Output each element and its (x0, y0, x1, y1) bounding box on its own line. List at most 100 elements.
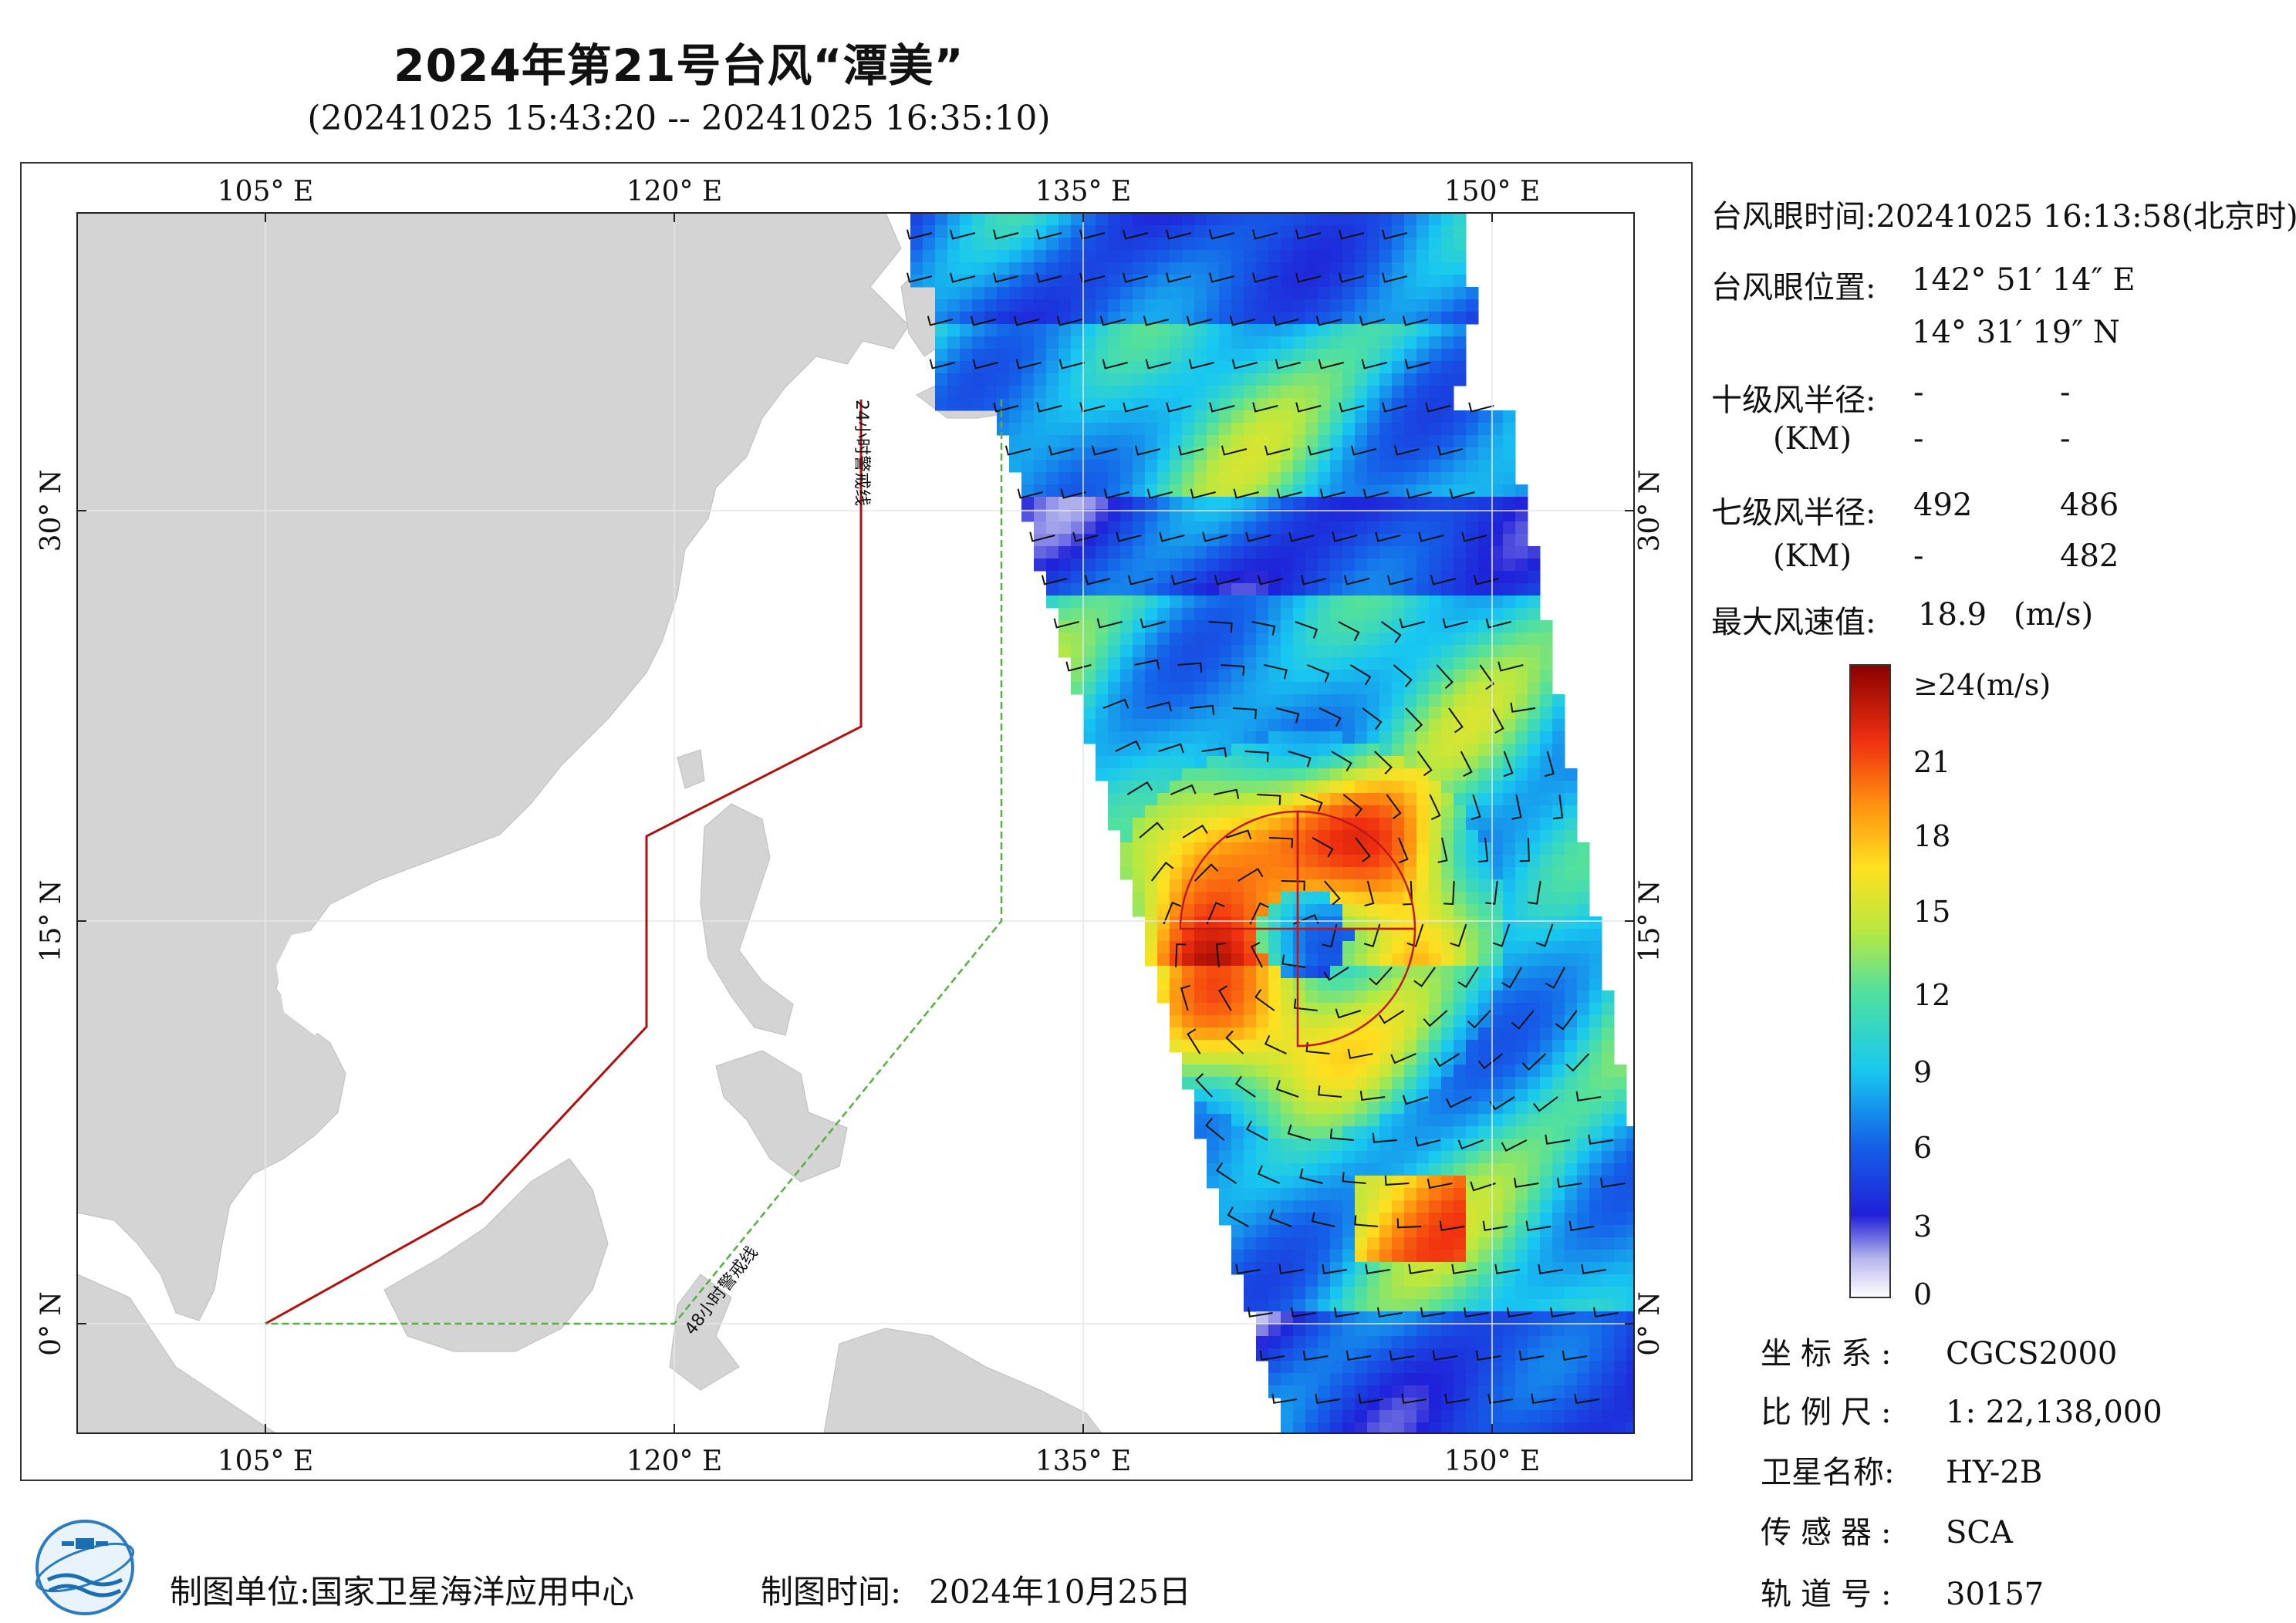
swath-cell (1515, 509, 1528, 522)
swath-cell (1503, 1373, 1516, 1386)
swath-cell (1503, 497, 1516, 510)
wind-barb (1359, 315, 1386, 326)
swath-cell (1342, 867, 1356, 880)
swath-cell (1441, 744, 1454, 757)
swath-cell (1108, 386, 1121, 399)
swath-cell (1404, 719, 1417, 732)
swath-cell (1281, 472, 1294, 485)
swath-cell (1120, 398, 1133, 411)
swath-cell (1305, 324, 1319, 337)
swath-cell (1244, 670, 1257, 683)
swath-cell (1429, 1299, 1442, 1312)
swath-cell (1305, 719, 1319, 732)
swath-cell (1268, 1027, 1281, 1041)
swath-cell (972, 312, 985, 325)
swath-cell (1145, 336, 1158, 349)
wind-barb (1369, 967, 1393, 986)
swath-cell (1441, 1250, 1454, 1263)
wind-barb (1295, 621, 1319, 639)
swath-cell (1503, 583, 1516, 596)
wind-barb (1140, 618, 1166, 629)
swath-cell (1342, 916, 1356, 930)
swath-cell (1552, 929, 1565, 942)
swath-cell (1503, 916, 1516, 930)
swath-cell (1219, 324, 1232, 337)
swath-cell (1589, 1361, 1602, 1374)
swath-cell (1207, 596, 1220, 609)
sensor-value: SCA (1946, 1515, 2013, 1550)
swath-cell (1194, 1102, 1207, 1115)
swath-cell (1515, 1274, 1528, 1287)
swath-cell (1194, 731, 1207, 744)
swath-cell (1416, 336, 1430, 349)
swath-cell (1355, 546, 1368, 559)
swath-cell (1157, 596, 1170, 609)
wind-barb (1182, 824, 1208, 838)
swath-cell (1182, 633, 1195, 646)
swath-cell (1219, 1089, 1232, 1102)
swath-cell (1577, 1114, 1590, 1127)
swath-cell (1367, 1114, 1380, 1127)
swath-cell (1330, 904, 1343, 917)
swath-cell (935, 238, 948, 251)
swath-cell (1552, 1410, 1565, 1423)
swath-cell (1367, 756, 1380, 769)
swath-cell (1071, 250, 1084, 263)
swath-cell (1392, 497, 1405, 510)
swath-cell (1046, 262, 1059, 275)
swath-cell (1466, 558, 1479, 572)
swath-cell (1392, 558, 1405, 572)
swath-cell (1145, 546, 1158, 559)
swath-cell (1305, 633, 1319, 646)
swath-cell (1441, 275, 1454, 288)
lat-label-right-15: 15° N (1634, 880, 1666, 963)
swath-cell (1429, 1398, 1442, 1411)
swath-cell (1318, 1139, 1331, 1152)
swath-cell (1096, 299, 1109, 312)
swath-cell (1429, 1102, 1442, 1115)
swath-cell (1379, 1077, 1393, 1090)
swath-cell (1194, 349, 1207, 362)
swath-cell (1565, 830, 1578, 843)
swath-cell (1256, 1250, 1269, 1263)
swath-cell (1602, 1114, 1615, 1127)
swath-cell (1429, 336, 1442, 349)
wind-barb (1528, 880, 1541, 905)
wind-barb (1365, 1264, 1390, 1274)
swath-cell (1515, 756, 1528, 769)
swath-cell (1429, 1385, 1442, 1399)
swath-cell (1540, 793, 1553, 806)
swath-cell (1503, 818, 1516, 831)
swath-cell (1478, 1065, 1491, 1078)
swath-cell (1268, 842, 1281, 855)
swath-cell (1120, 447, 1133, 461)
swath-cell (1281, 410, 1294, 423)
swath-cell (1589, 1052, 1602, 1065)
swath-cell (1244, 966, 1257, 979)
lon-label-bottom-150: 150° E (1444, 1446, 1540, 1477)
swath-cell (997, 336, 1010, 349)
swath-cell (1429, 1077, 1442, 1090)
swath-cell (1256, 781, 1269, 794)
wind-barb (1249, 902, 1269, 925)
swath-cell (1379, 410, 1393, 423)
swath-cell (1133, 484, 1146, 498)
swath-cell (1157, 756, 1170, 769)
swath-cell (1268, 250, 1281, 263)
swath-cell (1478, 1151, 1491, 1164)
swath-cell (1441, 287, 1454, 300)
r10-value-ne: - (1913, 375, 1924, 410)
swath-cell (1528, 1361, 1541, 1374)
swath-cell (1602, 1422, 1615, 1433)
swath-cell (1219, 904, 1232, 917)
swath-cell (1083, 670, 1096, 683)
swath-cell (1367, 1151, 1380, 1164)
swath-cell (1108, 213, 1121, 226)
swath-cell (1602, 1336, 1615, 1349)
swath-cell (1059, 497, 1072, 510)
swath-cell (1379, 299, 1393, 312)
swath-cell (1145, 694, 1158, 707)
swath-cell (1466, 460, 1479, 473)
swath-cell (1096, 596, 1109, 609)
wind-barb (1525, 1220, 1551, 1231)
